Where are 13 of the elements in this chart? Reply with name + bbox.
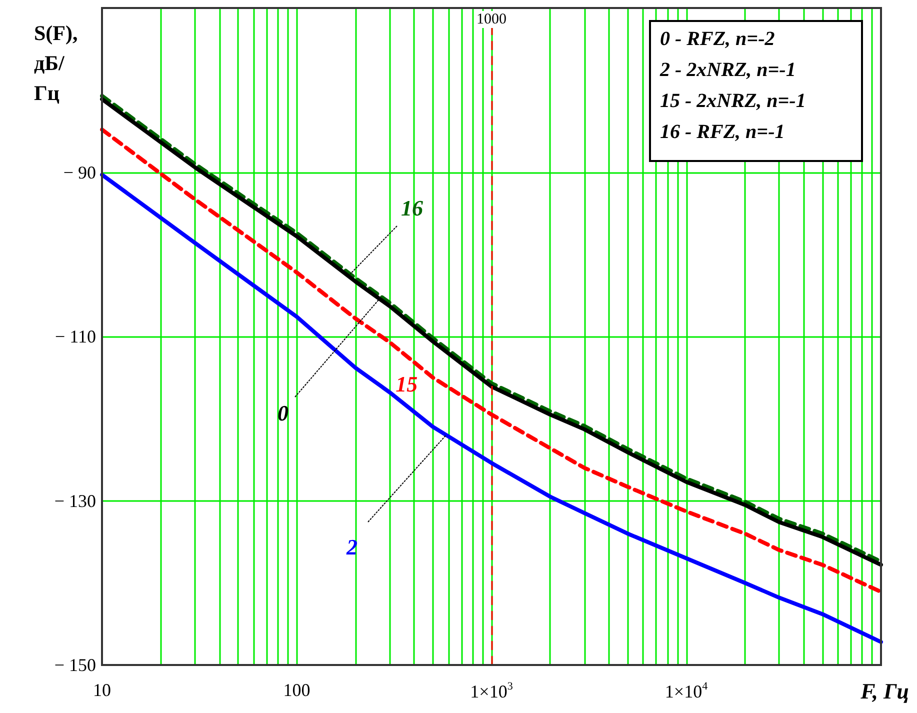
annotation: 0 - RFZ, n=-2 [660, 28, 775, 51]
y-axis-title: S(F), дБ/Гц [34, 21, 83, 105]
y-tick-label: − 90 [63, 162, 96, 182]
y-tick-label: − 130 [54, 490, 96, 511]
ref-line-label: 1000 [476, 12, 506, 28]
annotation: 2 - 2xNRZ, n=-1 [660, 59, 796, 82]
y-tick-label: − 110 [55, 326, 96, 346]
annotation: 15 - 2xNRZ, n=-1 [660, 90, 806, 113]
annotation: 16 - RFZ, n=-1 [660, 121, 785, 144]
x-tick-label: 100 [283, 680, 310, 700]
x-tick-label: 10 [93, 680, 111, 700]
y-tick-label: − 150 [54, 655, 96, 675]
x-axis-title: F, Гц [860, 678, 910, 704]
